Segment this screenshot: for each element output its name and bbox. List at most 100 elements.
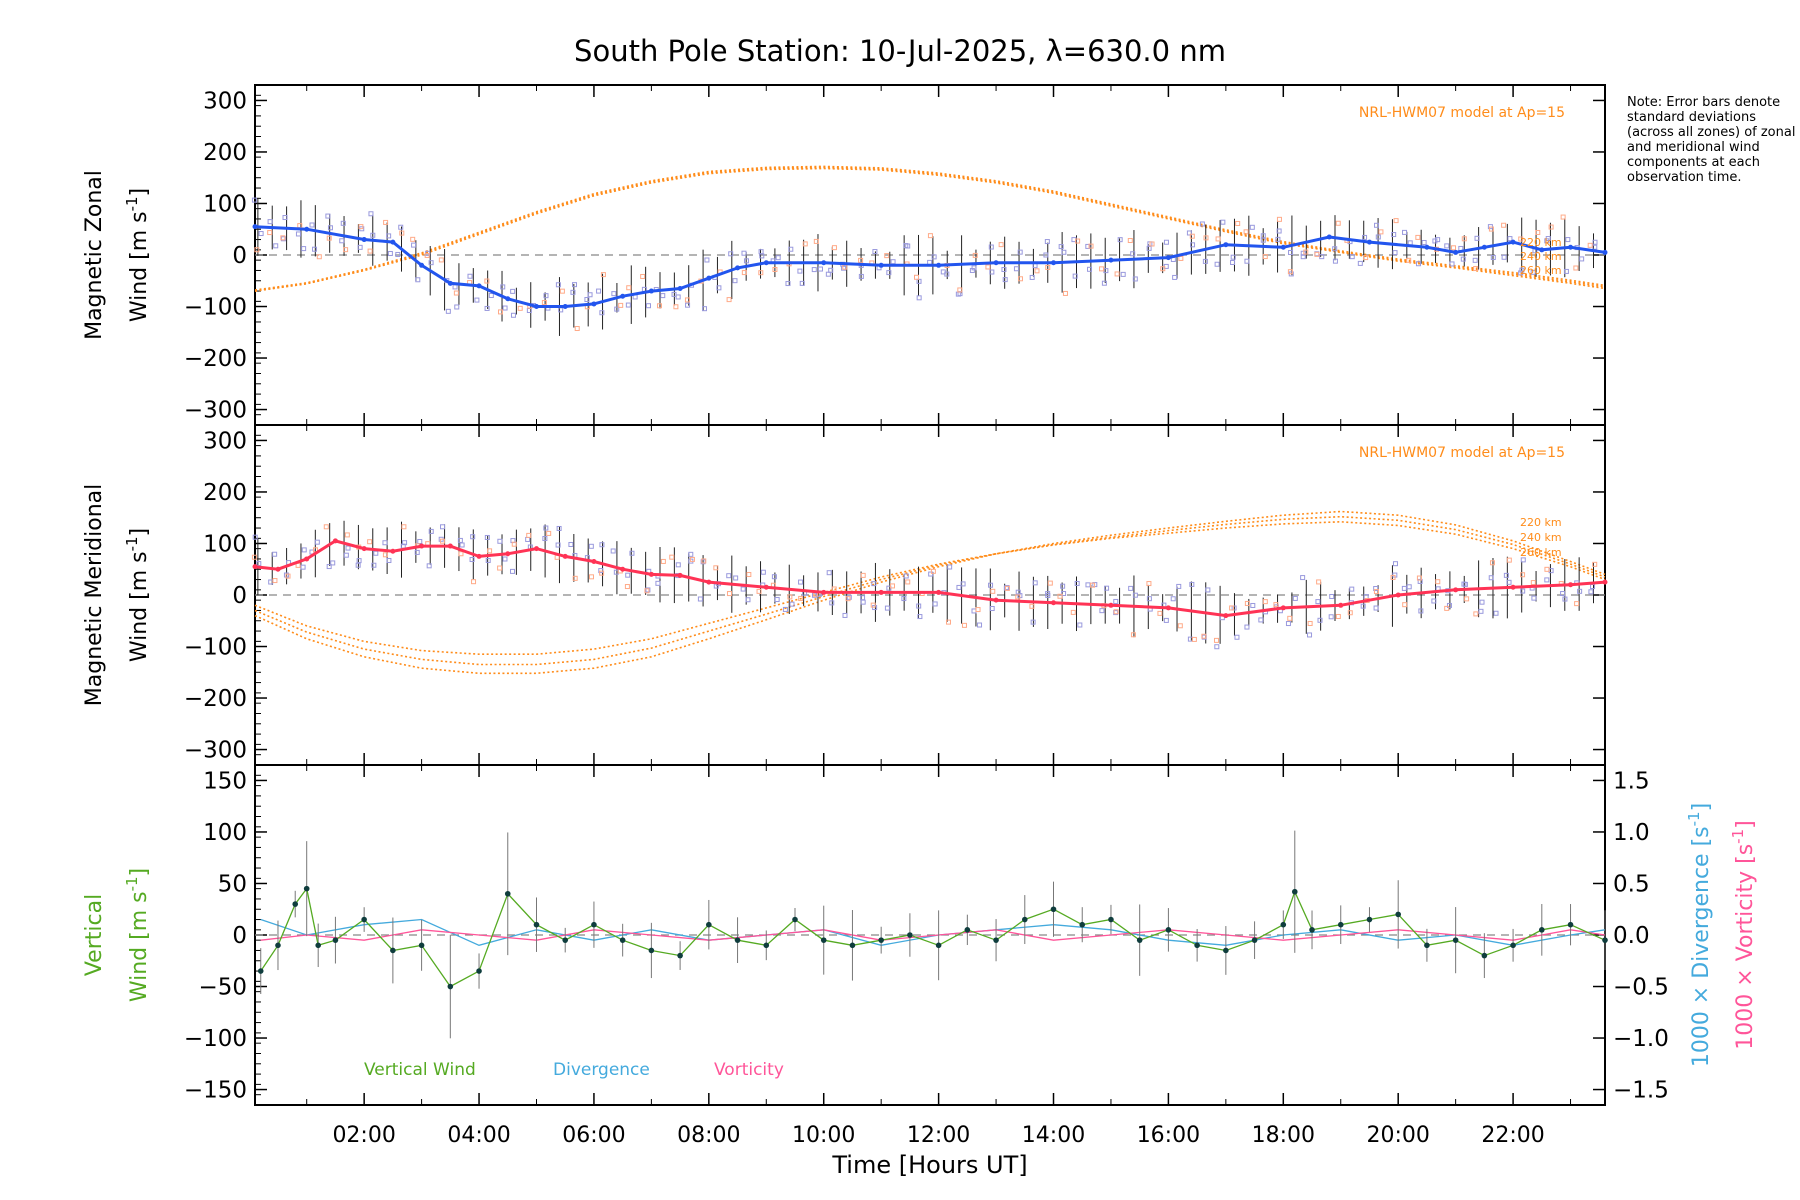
meridional-zone-point: [542, 536, 548, 542]
zonal-zone-point: [452, 284, 458, 290]
zonal-zone-point: [1460, 256, 1466, 262]
zonal-zone-point: [614, 306, 620, 312]
vertical-wind-point: [361, 916, 367, 923]
meridional-mean-wind-point: [419, 543, 425, 549]
meridional-zone-point: [598, 568, 604, 574]
meridional-zone-point: [300, 564, 306, 570]
meridional-zone-point: [588, 574, 594, 580]
meridional-zone-point: [599, 542, 605, 548]
zonal-mean-wind-point: [1602, 249, 1608, 255]
zonal-zone-point: [626, 285, 632, 291]
meridional-zone-point: [1544, 566, 1550, 572]
zonal-zone-point: [1474, 235, 1480, 241]
zonal-zone-point: [1029, 274, 1035, 280]
zonal-zone-point: [280, 236, 286, 242]
meridional-zone-point: [1047, 580, 1053, 586]
meridional-zone-point: [459, 542, 465, 548]
meridional-zone-point: [1347, 610, 1353, 616]
zonal-zone-point: [484, 278, 490, 284]
meridional-zone-point: [1030, 619, 1036, 625]
meridional-zone-point: [860, 572, 866, 578]
zonal-zone-point: [1415, 261, 1421, 267]
x-tick-label: 20:00: [1366, 1123, 1429, 1148]
zonal-zone-point: [309, 222, 315, 228]
meridional-zone-point: [1090, 582, 1096, 588]
zonal-mean-wind-point: [1051, 260, 1057, 266]
zonal-zone-point: [1545, 236, 1551, 242]
meridional-zone-point: [989, 606, 995, 612]
meridional-ytick-label: −100: [184, 635, 247, 661]
meridional-model-curve: [254, 520, 1606, 655]
zonal-zone-point: [1518, 236, 1524, 242]
zonal-zone-point: [1085, 243, 1091, 249]
meridional-zone-point: [428, 528, 434, 534]
zonal-zone-point: [1146, 245, 1152, 251]
zonal-mean-wind-point: [476, 283, 482, 289]
zonal-zone-point: [295, 231, 301, 237]
zonal-zone-point: [1220, 219, 1226, 225]
meridional-zone-point: [1373, 605, 1379, 611]
zonal-zone-point: [989, 269, 995, 275]
zonal-zone-point: [673, 304, 679, 310]
vertical-wind-point: [275, 942, 281, 949]
meridional-mean-wind-point: [677, 572, 683, 578]
zonal-zone-point: [817, 266, 823, 272]
meridional-zone-point: [629, 550, 635, 556]
meridional-mean-wind-point: [1223, 613, 1229, 619]
zonal-zone-point: [570, 289, 576, 295]
zonal-zone-point: [386, 233, 392, 239]
meridional-zone-point: [525, 536, 531, 542]
meridional-zone-point: [787, 594, 793, 600]
meridional-zone-point: [1544, 577, 1550, 583]
zonal-zone-point: [811, 267, 817, 273]
zonal-zone-point: [1332, 258, 1338, 264]
meridional-zone-point: [1244, 600, 1250, 606]
zonal-zone-point: [368, 211, 374, 217]
zonal-zone-point: [517, 305, 523, 311]
meridional-zone-point: [916, 603, 922, 609]
zonal-zone-point: [340, 220, 346, 226]
zonal-mean-wind-point: [648, 288, 654, 294]
meridional-zone-point: [675, 562, 681, 568]
meridional-zone-point: [1488, 575, 1494, 581]
meridional-zone-point: [846, 594, 852, 600]
zonal-zone-point: [741, 250, 747, 256]
zonal-zone-point: [1199, 221, 1205, 227]
zonal-zone-point: [467, 273, 473, 279]
vertical-wind-point: [476, 968, 482, 974]
meridional-zone-point: [344, 532, 350, 538]
meridional-zone-point: [624, 584, 630, 590]
vertical-wind-point: [648, 947, 655, 954]
meridional-zone-point: [1189, 581, 1195, 587]
zonal-zone-point: [1149, 241, 1155, 247]
zonal-alt-label-220: 220 km: [1520, 236, 1562, 249]
meridional-zone-point: [457, 537, 463, 543]
meridional-zone-point: [588, 543, 594, 549]
meridional-zone-point: [326, 564, 332, 570]
vertical-wind-point: [390, 947, 396, 954]
zonal-zone-point: [488, 293, 494, 299]
meridional-zone-point: [1588, 589, 1594, 595]
meridional-zone-point: [1130, 632, 1136, 638]
zonal-mean-wind-point: [1280, 244, 1286, 250]
zonal-mean-wind-point: [505, 296, 511, 302]
zonal-zone-point: [704, 257, 710, 263]
zonal-zone-point: [316, 254, 322, 260]
zonal-zone-point: [251, 197, 257, 203]
zonal-zone-point: [1130, 251, 1136, 257]
zonal-zone-point: [1332, 246, 1338, 252]
zonal-zone-point: [383, 219, 389, 225]
zonal-zone-point: [726, 297, 732, 303]
zonal-zone-point: [1243, 229, 1249, 235]
vertical-wind-point: [1337, 921, 1344, 928]
meridional-zone-point: [1074, 580, 1080, 586]
zonal-mean-wind-point: [1424, 244, 1430, 250]
vertical-ytick-label: −50: [198, 975, 247, 1001]
zonal-mean-wind-point: [821, 260, 827, 266]
zonal-mean-wind-point: [533, 304, 539, 310]
zonal-zone-point: [802, 241, 808, 247]
zonal-zone-point: [685, 302, 691, 308]
meridional-zone-point: [251, 554, 257, 560]
meridional-zone-point: [256, 561, 262, 567]
zonal-ytick-label: −100: [184, 295, 247, 321]
